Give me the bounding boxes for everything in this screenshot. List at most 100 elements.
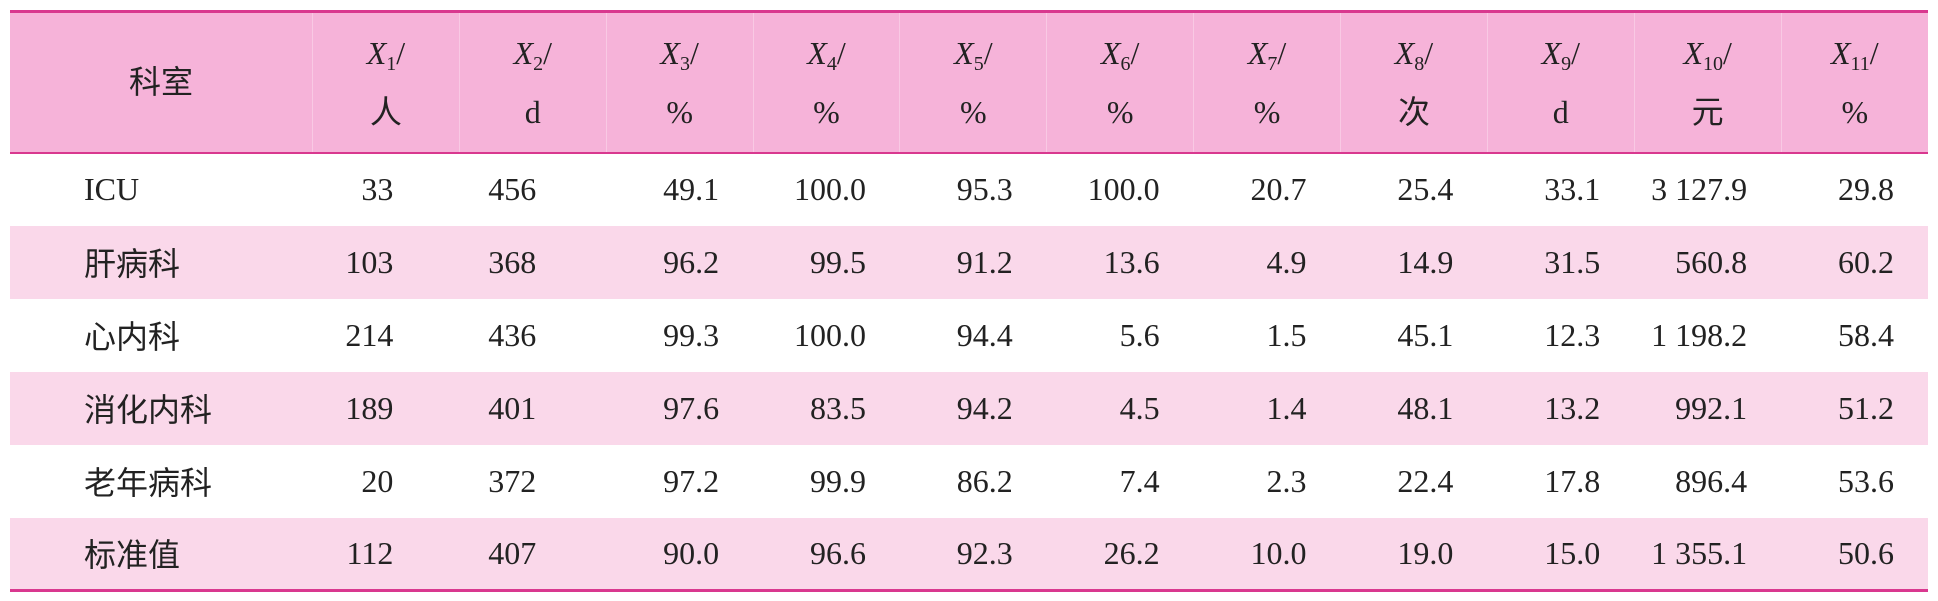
header-subscript: 1 (386, 52, 397, 75)
header-cell: X9/d (1486, 11, 1635, 153)
header-symbol: X (1247, 34, 1268, 71)
table-cell: 7.4 (1119, 462, 1160, 499)
table-cell: 214 (345, 316, 394, 353)
table-cell: 83.5 (809, 389, 866, 426)
table-cell: 103 (345, 243, 394, 280)
header-separator: / (836, 34, 846, 71)
table-body: ICU 33 456 49.1 100.0 95.3 100.0 20.7 25.4 33.1 3 … (10, 153, 1928, 591)
table-cell: 20 (361, 462, 394, 499)
table-row: ICU 33 456 49.1 100.0 95.3 100.0 20.7 25.4 33.1 3 … (10, 153, 1928, 226)
header-cell: 科室 (128, 64, 193, 101)
row-label: 老年病科 (84, 465, 213, 501)
header-symbol: X (1541, 34, 1562, 71)
table-cell: 99.9 (809, 462, 866, 499)
table-cell: 20.7 (1250, 171, 1307, 207)
table-cell: 15.0 (1544, 534, 1601, 571)
row-label: 肝病科 (84, 246, 181, 282)
table-cell: 53.6 (1838, 462, 1894, 499)
table-cell: 14.9 (1397, 243, 1454, 280)
header-separator: / (1722, 34, 1732, 71)
header-unit: % (813, 93, 840, 130)
table-cell: 33 (361, 171, 394, 207)
header-cell: X6/% (1046, 11, 1194, 153)
table-cell: 4.9 (1266, 243, 1307, 280)
table-cell: 12.3 (1544, 316, 1601, 353)
table-cell: 896.4 (1675, 462, 1748, 499)
header-unit: d (1552, 93, 1569, 130)
header-separator: / (1277, 34, 1287, 71)
header-cell: X10/ 元 (1633, 11, 1782, 153)
table-cell: 92.3 (956, 534, 1013, 571)
table-cell: 91.2 (956, 243, 1013, 280)
header-subscript: 5 (973, 52, 984, 75)
header-symbol: X (1830, 34, 1851, 71)
table-cell: 99.3 (663, 316, 720, 353)
table-cell: 5.6 (1119, 316, 1160, 353)
table-cell: 2.3 (1266, 462, 1307, 499)
table-row: 标准值 112 407 90.0 96.6 92.3 26.2 10.0 19.0 15.0 1 3… (10, 517, 1928, 591)
table-cell: 100.0 (793, 316, 866, 353)
table-cell: 48.1 (1397, 389, 1454, 426)
table-cell: 1 198.2 (1651, 316, 1748, 353)
table-cell: 33.1 (1544, 171, 1601, 207)
header-unit: % (1841, 93, 1869, 130)
header-subscript: 4 (826, 52, 837, 75)
table-cell: 45.1 (1397, 316, 1454, 353)
table-cell: 94.2 (956, 389, 1013, 426)
header-unit: 次 (1397, 93, 1430, 130)
table-cell: 22.4 (1397, 462, 1454, 499)
table-cell: 96.6 (809, 534, 866, 571)
header-separator: / (1130, 34, 1140, 71)
header-symbol: X (954, 34, 974, 71)
header-symbol: X (1683, 34, 1703, 71)
table-cell: 25.4 (1397, 171, 1454, 207)
table-header: 科室 X1/人 X2/d X3/% X4/% X5/% X6/% X7/% X8/次 X9/d X… (10, 11, 1928, 153)
table-cell: 100.0 (793, 171, 866, 207)
header-separator: / (1869, 34, 1879, 71)
table-cell: 60.2 (1838, 243, 1894, 280)
table-cell: 31.5 (1544, 243, 1601, 280)
header-subscript: 2 (533, 52, 544, 75)
header-unit: % (1253, 93, 1281, 130)
header-separator: / (689, 34, 699, 71)
table-cell: 13.2 (1544, 389, 1601, 426)
table-cell: 13.6 (1103, 243, 1160, 280)
header-symbol: X (660, 34, 680, 71)
header-separator: / (396, 34, 406, 71)
header-separator: / (983, 34, 993, 71)
table-cell: 112 (346, 534, 394, 571)
table-cell: 992.1 (1675, 389, 1748, 426)
table-cell: 1.4 (1266, 389, 1307, 426)
table-cell: 99.5 (809, 243, 866, 280)
header-symbol: X (513, 34, 534, 71)
table-cell: 86.2 (956, 462, 1013, 499)
table-cell: 96.2 (663, 243, 720, 280)
table-cell: 97.2 (663, 462, 720, 499)
table-cell: 90.0 (663, 534, 720, 571)
table-cell: 456 (488, 171, 537, 207)
table-cell: 372 (488, 462, 537, 499)
table-cell: 51.2 (1838, 389, 1894, 426)
header-subscript: 9 (1561, 52, 1572, 75)
header-cell: X3/% (605, 11, 754, 153)
data-table: 科室 X1/人 X2/d X3/% X4/% X5/% X6/% X7/% X8/次 X9/d X… (10, 10, 1928, 592)
header-symbol: X (807, 34, 827, 71)
table-cell: 97.6 (663, 389, 720, 426)
table-cell: 1 355.1 (1651, 534, 1748, 571)
table-cell: 368 (488, 243, 537, 280)
table-cell: 17.8 (1544, 462, 1601, 499)
table-cell: 1.5 (1266, 316, 1307, 353)
table-cell: 95.3 (956, 171, 1013, 207)
header-subscript: 10 (1702, 52, 1723, 75)
header-cell: X5/% (899, 11, 1047, 153)
header-subscript: 3 (679, 52, 690, 75)
header-row: 科室 X1/人 X2/d X3/% X4/% X5/% X6/% X7/% X8/次 X9/d X… (10, 11, 1928, 153)
header-cell: X7/% (1193, 11, 1341, 153)
header-separator: / (1424, 34, 1434, 71)
header-separator: / (1571, 34, 1581, 71)
row-label: 标准值 (84, 537, 181, 574)
header-cell: X11/% (1780, 11, 1928, 153)
table-cell: 58.4 (1838, 316, 1894, 353)
table-cell: 94.4 (956, 316, 1013, 353)
